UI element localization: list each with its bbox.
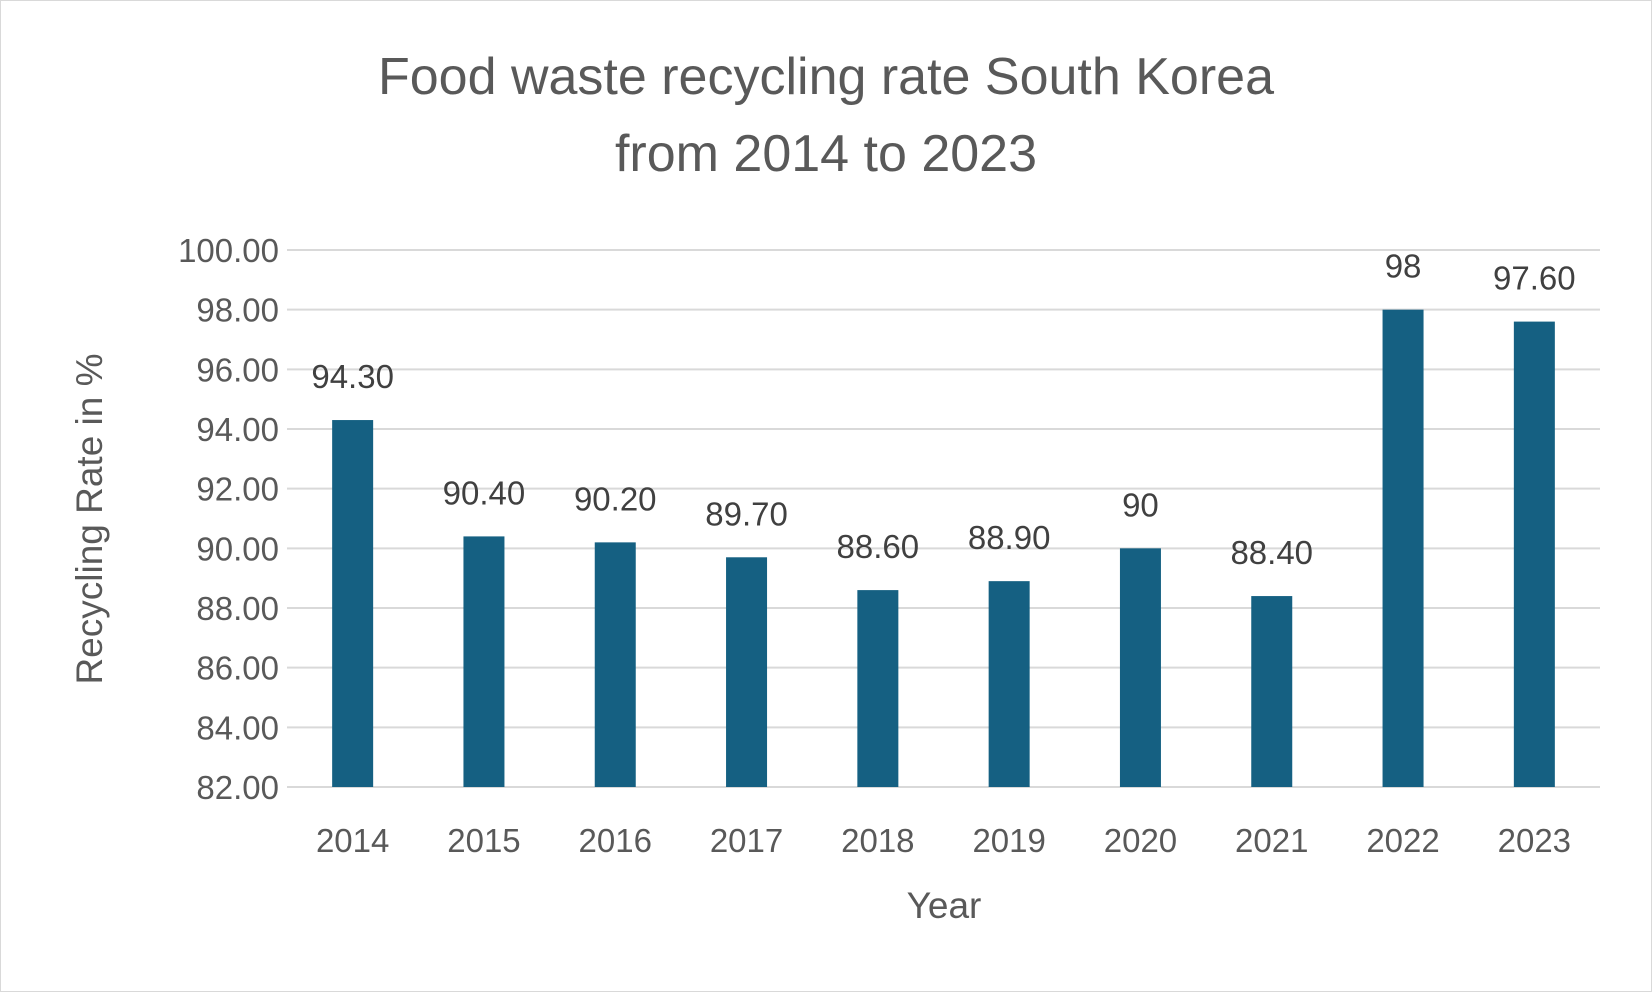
- bar: [1251, 596, 1293, 787]
- x-tick-label: 2016: [579, 822, 652, 859]
- x-tick-label: 2014: [316, 822, 389, 859]
- bar: [857, 590, 899, 787]
- data-label: 88.90: [968, 519, 1051, 556]
- data-label: 88.40: [1230, 534, 1313, 571]
- bar: [594, 542, 636, 787]
- data-label: 98: [1385, 248, 1422, 285]
- bar: [1382, 309, 1424, 787]
- y-axis-ticks: 82.00 84.00 86.00 88.00 90.00 92.00 94.00 96.00…: [178, 232, 279, 806]
- y-tick-label: 96.00: [196, 351, 279, 388]
- chart-title-line-2: from 2014 to 2023: [615, 125, 1037, 183]
- x-tick-label: 2019: [972, 822, 1045, 859]
- data-label: 90.20: [574, 480, 657, 517]
- y-tick-label: 90.00: [196, 530, 279, 567]
- bar: [332, 420, 374, 787]
- x-tick-label: 2021: [1235, 822, 1308, 859]
- y-tick-label: 100.00: [178, 232, 279, 269]
- bar: [1119, 548, 1161, 787]
- x-axis-title: Year: [907, 885, 982, 926]
- data-label: 89.70: [705, 495, 788, 532]
- chart-title-line-1: Food waste recycling rate South Korea: [378, 48, 1274, 106]
- x-tick-label: 2018: [841, 822, 914, 859]
- y-axis-title: Recycling Rate in %: [69, 353, 110, 684]
- bars: [332, 309, 1555, 787]
- x-tick-label: 2022: [1366, 822, 1439, 859]
- bar: [988, 581, 1030, 787]
- chart-title: Food waste recycling rate South Korea fr…: [378, 48, 1274, 183]
- data-label: 90: [1122, 486, 1159, 523]
- y-tick-label: 98.00: [196, 292, 279, 329]
- y-tick-label: 88.00: [196, 590, 279, 627]
- y-tick-label: 84.00: [196, 709, 279, 746]
- y-tick-label: 86.00: [196, 650, 279, 687]
- x-tick-label: 2015: [447, 822, 520, 859]
- x-axis-ticks: 2014 2015 2016 2017 2018 2019 2020 2021 2022 2023: [316, 822, 1571, 859]
- data-label: 88.60: [837, 528, 920, 565]
- x-tick-label: 2020: [1104, 822, 1177, 859]
- gridlines: [287, 249, 1600, 788]
- x-tick-label: 2017: [710, 822, 783, 859]
- data-labels: 94.30 90.40 90.20 89.70 88.60 88.90 90 88.40 98 9…: [311, 248, 1575, 571]
- y-tick-label: 94.00: [196, 411, 279, 448]
- data-label: 90.40: [443, 474, 526, 511]
- y-tick-label: 92.00: [196, 471, 279, 508]
- data-label: 97.60: [1493, 260, 1576, 297]
- bar: [726, 557, 768, 787]
- bar: [463, 536, 505, 787]
- y-tick-label: 82.00: [196, 769, 279, 806]
- bar: [1513, 321, 1555, 787]
- data-label: 94.30: [311, 358, 394, 395]
- x-tick-label: 2023: [1498, 822, 1571, 859]
